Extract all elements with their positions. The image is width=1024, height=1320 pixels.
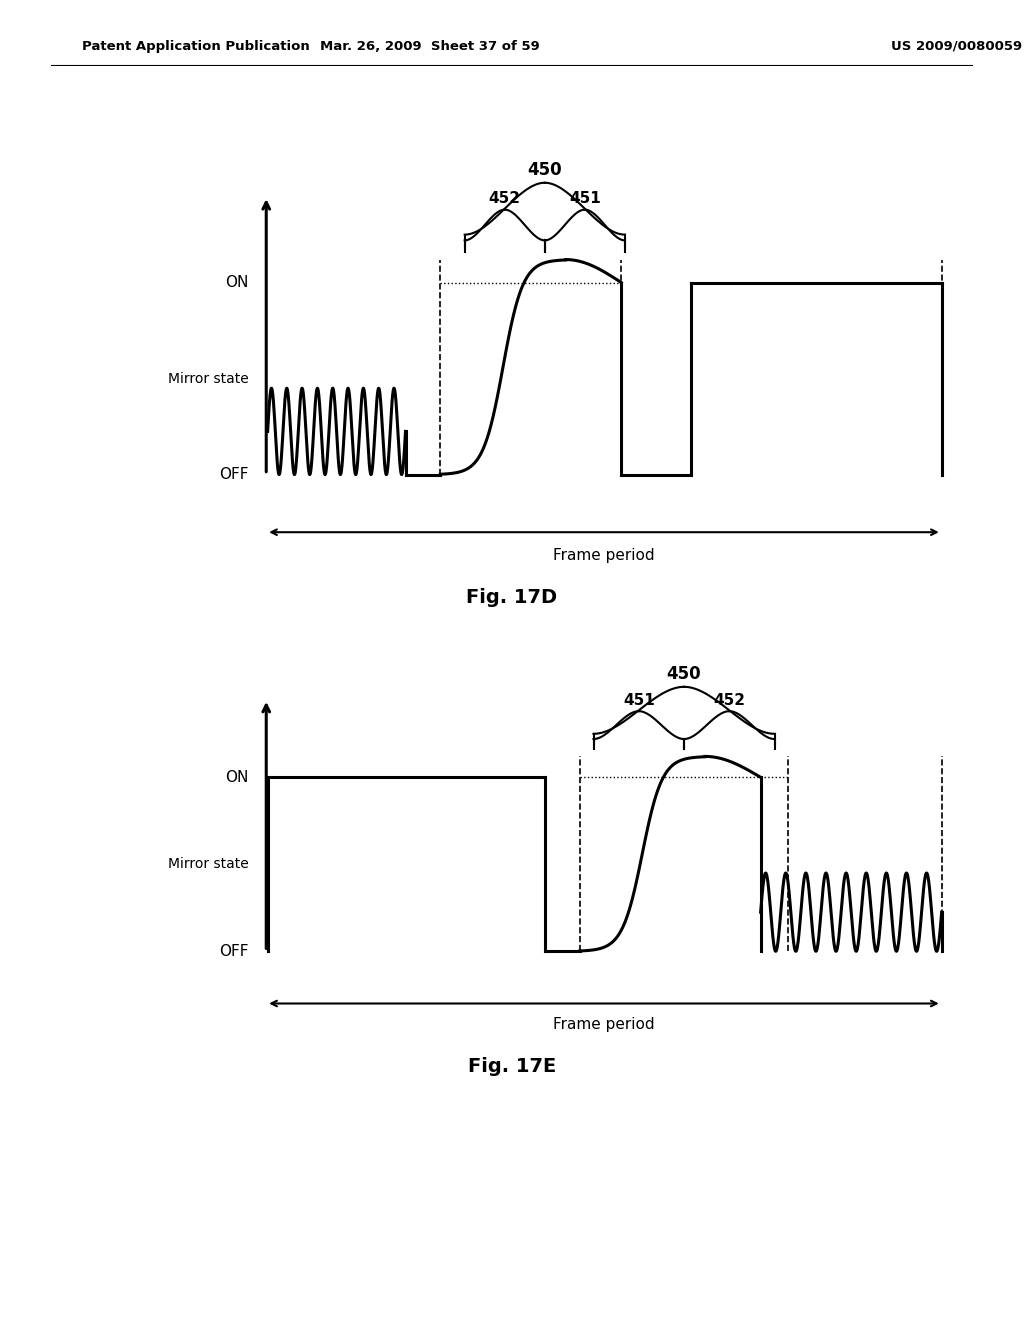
Text: 450: 450	[527, 161, 562, 180]
Text: US 2009/0080059 A1: US 2009/0080059 A1	[891, 40, 1024, 53]
Text: Mirror state: Mirror state	[168, 857, 249, 871]
Text: Mar. 26, 2009  Sheet 37 of 59: Mar. 26, 2009 Sheet 37 of 59	[321, 40, 540, 53]
Text: 452: 452	[714, 693, 745, 708]
Text: OFF: OFF	[219, 944, 249, 958]
Text: OFF: OFF	[219, 467, 249, 482]
Text: Frame period: Frame period	[553, 1018, 654, 1032]
Text: ON: ON	[225, 275, 249, 290]
Text: Mirror state: Mirror state	[168, 372, 249, 385]
Text: 451: 451	[569, 191, 601, 206]
Text: Fig. 17E: Fig. 17E	[468, 1057, 556, 1076]
Text: Frame period: Frame period	[553, 548, 654, 562]
Text: Patent Application Publication: Patent Application Publication	[82, 40, 309, 53]
Text: Fig. 17D: Fig. 17D	[467, 589, 557, 607]
Text: 451: 451	[623, 693, 654, 708]
Text: ON: ON	[225, 770, 249, 785]
Text: 450: 450	[667, 665, 701, 684]
Text: 452: 452	[488, 191, 521, 206]
